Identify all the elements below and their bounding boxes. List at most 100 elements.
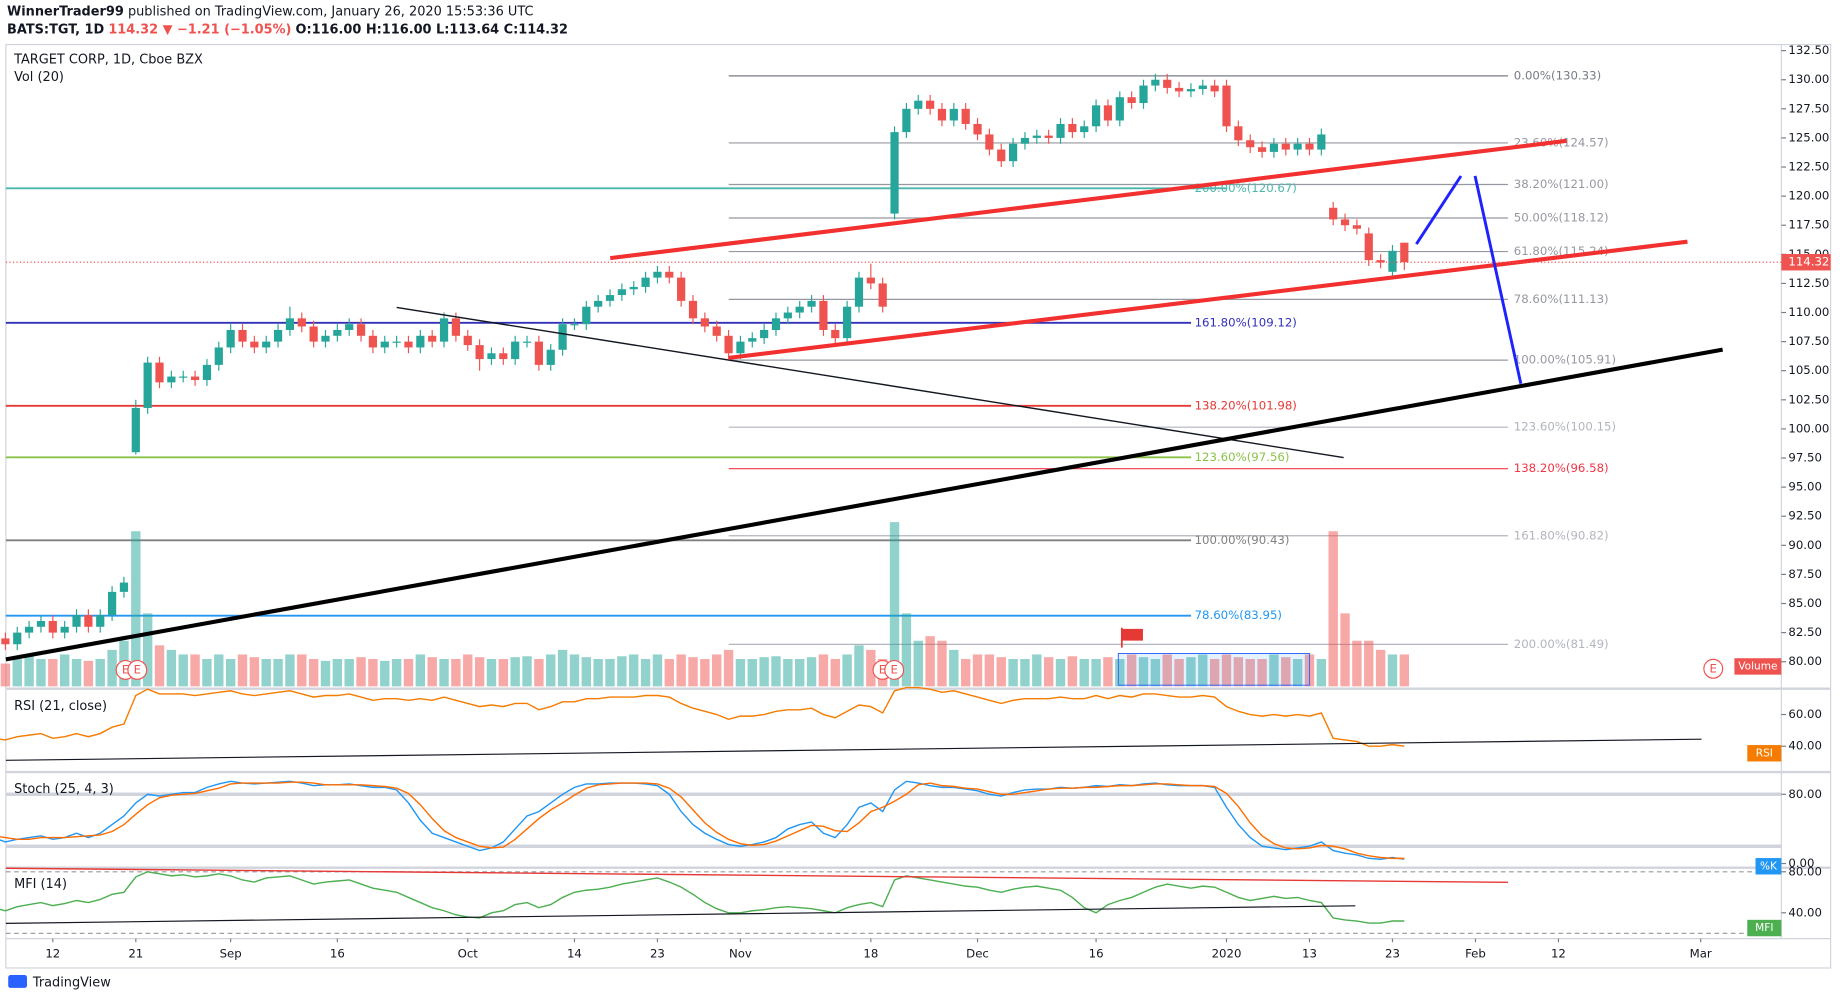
ohlc: O:116.00 H:116.00 L:113.64 C:114.32 (295, 22, 568, 37)
symbol: BATS:TGT, 1D (7, 22, 104, 37)
candle-body (629, 286, 638, 290)
candle-body (24, 626, 34, 633)
volume-bar (889, 522, 900, 687)
candle-body (511, 341, 520, 360)
series-name-box (1747, 919, 1782, 937)
volume-bar (996, 657, 1006, 687)
volume-bar (1375, 649, 1386, 687)
candle-body (570, 324, 579, 326)
volume-bar (1032, 654, 1042, 687)
volume-bar (830, 659, 840, 687)
volume-bar (605, 659, 615, 687)
volume-bar (356, 657, 366, 687)
volume-bar (273, 659, 283, 687)
volume-bar (1257, 659, 1267, 687)
earnings-label: E (1710, 661, 1717, 675)
candle-body (202, 364, 212, 381)
candle-body (807, 300, 816, 307)
volume-bar (1067, 656, 1078, 687)
volume-bar (676, 654, 686, 687)
candle-body (1115, 97, 1124, 121)
volume-bar (451, 659, 461, 687)
volume-bar (261, 659, 271, 687)
y-tick-label: 85.00 (1788, 596, 1822, 610)
volume-bar (901, 613, 912, 687)
candle-body (487, 353, 496, 360)
candle-body (1400, 242, 1409, 263)
volume-bar (949, 649, 959, 687)
volume-bar (95, 659, 105, 687)
candle-body (605, 295, 615, 301)
candle-body (1068, 123, 1077, 133)
candle-body (1305, 143, 1314, 150)
pane-title: RSI (21, close) (14, 699, 107, 714)
candle-body (143, 362, 152, 408)
fib-label: 123.60%(97.56) (1195, 450, 1290, 464)
axis-layer: 132.50130.00127.50125.00122.50120.00117.… (5, 43, 1831, 960)
volume-bar (1340, 613, 1350, 687)
x-tick-label: 13 (1302, 946, 1317, 960)
candle-body (843, 306, 852, 339)
candle-body (321, 335, 330, 342)
volume-bar (866, 649, 876, 687)
volume-bar (1079, 659, 1089, 687)
volume-name: Volume (1738, 660, 1777, 672)
volume-bar (1126, 654, 1137, 687)
pane-title: Stoch (25, 4, 3) (14, 782, 114, 797)
earnings-label: E (879, 662, 886, 676)
indicator-line (0, 781, 1405, 860)
candle-body (238, 329, 247, 342)
candle-body (119, 582, 129, 592)
fib-label: 123.60%(100.15) (1514, 420, 1616, 434)
projection-up (1415, 175, 1463, 245)
candle-body (273, 329, 283, 342)
volume-bar (960, 659, 971, 687)
y-tick-label: 87.50 (1788, 567, 1822, 581)
candle-body (1080, 126, 1089, 133)
candle-body (724, 335, 733, 354)
volume-bar (664, 659, 674, 687)
candle-body (546, 349, 555, 365)
levels-layer: 0.00%(130.33)23.60%(124.57)38.20%(121.00… (5, 68, 1782, 934)
candle-body (949, 108, 958, 121)
volume-bar (1198, 654, 1208, 687)
candle-body (416, 335, 425, 348)
candle-body (795, 306, 804, 313)
volume-bar (712, 654, 722, 687)
volume-bar (166, 649, 177, 687)
volume-bar (593, 659, 603, 687)
earnings-marker: E (1703, 658, 1724, 679)
last-price-label: 114.32 (1788, 255, 1829, 269)
trend-line-support (5, 347, 1724, 662)
volume-bar (1245, 659, 1255, 687)
y-tick-label: 122.50 (1788, 160, 1829, 174)
series-name-box (1747, 745, 1782, 762)
volume-bar (546, 654, 556, 687)
volume-bar (48, 659, 58, 687)
candle-body (84, 615, 93, 627)
volume-bar (1364, 640, 1374, 687)
channel-lower (728, 239, 1688, 360)
y-tick-label: 82.50 (1788, 625, 1822, 639)
candle-body (1186, 89, 1196, 92)
indicator-line (0, 780, 1405, 860)
candle-body (297, 318, 306, 327)
candle-body (48, 620, 57, 633)
y-tick-label: 120.00 (1788, 189, 1829, 203)
candle-body (961, 108, 970, 124)
volume-bar (557, 649, 568, 687)
y-tick-label: 102.50 (1788, 392, 1829, 406)
indicator-line (0, 686, 1405, 747)
candle-body (333, 329, 342, 336)
data-layer (0, 73, 1410, 924)
y-tick-label: 110.00 (1788, 305, 1829, 319)
y-tick-label: 40.00 (1788, 905, 1822, 919)
candle-body (439, 318, 449, 342)
volume-bar (581, 657, 591, 687)
candle-body (582, 306, 591, 325)
volume-bar (308, 659, 319, 687)
published: published on TradingView.com, January 26… (128, 4, 534, 19)
y-tick-label: 0.00 (1788, 856, 1814, 870)
candle-body (190, 376, 200, 381)
candle-body (1293, 143, 1302, 150)
